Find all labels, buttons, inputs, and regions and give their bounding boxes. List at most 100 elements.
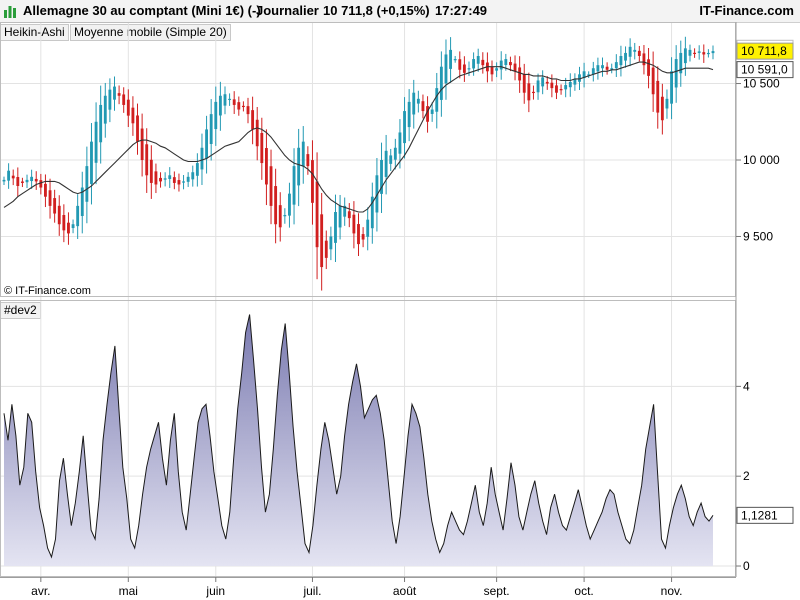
candle bbox=[688, 44, 692, 62]
candle bbox=[209, 99, 213, 161]
candle bbox=[513, 55, 517, 81]
candle-body bbox=[228, 98, 232, 101]
candle-body bbox=[357, 224, 360, 245]
candle-body bbox=[237, 102, 241, 110]
candle-body bbox=[80, 187, 84, 217]
last-price-label-text: 10 711,8 bbox=[741, 44, 787, 58]
candle bbox=[117, 85, 121, 105]
moving-average-line bbox=[3, 61, 714, 213]
candle bbox=[338, 194, 342, 240]
candle bbox=[518, 56, 522, 93]
candle-body bbox=[582, 71, 586, 79]
candle bbox=[545, 76, 549, 90]
candle bbox=[366, 207, 370, 251]
candle-body bbox=[149, 159, 153, 183]
candle-body bbox=[108, 89, 112, 110]
candle-body bbox=[53, 198, 57, 214]
candle bbox=[90, 123, 93, 205]
candle bbox=[131, 96, 135, 136]
candle-body bbox=[679, 52, 683, 74]
candle bbox=[311, 140, 314, 225]
candle-body bbox=[163, 178, 167, 180]
clock-time: 17:27:49 bbox=[435, 3, 488, 18]
candle-body bbox=[527, 83, 531, 101]
candle-body bbox=[186, 176, 190, 182]
candle-body bbox=[260, 133, 264, 164]
candle bbox=[172, 171, 176, 190]
candle bbox=[421, 94, 425, 119]
candle-body bbox=[7, 170, 11, 181]
chart-header: Allemagne 30 au comptant (Mini 1€) (-) J… bbox=[0, 0, 800, 23]
candle-body bbox=[361, 234, 365, 240]
candle-body bbox=[366, 219, 370, 237]
candle-body bbox=[398, 132, 402, 154]
candle-body bbox=[559, 89, 563, 91]
candle-body bbox=[251, 110, 255, 130]
candle-body bbox=[352, 214, 356, 234]
candle-body bbox=[246, 106, 250, 115]
candle-body bbox=[439, 66, 443, 100]
candle bbox=[237, 96, 241, 116]
candle bbox=[624, 46, 627, 68]
candle bbox=[264, 129, 268, 206]
candle bbox=[149, 145, 153, 199]
candle bbox=[186, 172, 190, 187]
candle-body bbox=[421, 101, 425, 112]
candle bbox=[568, 73, 572, 97]
candle bbox=[16, 167, 20, 197]
candle-body bbox=[573, 78, 577, 85]
legend-heikin-ashi: Heikin-Ashi bbox=[0, 24, 69, 41]
candle-body bbox=[458, 59, 462, 70]
candle-body bbox=[614, 62, 618, 69]
candle bbox=[697, 45, 701, 60]
candle bbox=[628, 38, 632, 67]
candle bbox=[30, 169, 34, 189]
candle bbox=[343, 197, 347, 226]
candle-body bbox=[324, 240, 328, 258]
candle-body bbox=[375, 175, 379, 213]
candle-body bbox=[334, 212, 337, 243]
candle bbox=[113, 76, 116, 111]
candle bbox=[7, 163, 11, 189]
candle-body bbox=[555, 85, 558, 93]
candle-body bbox=[706, 52, 710, 55]
candle-body bbox=[16, 177, 20, 186]
candle bbox=[214, 86, 218, 146]
candle-body bbox=[30, 176, 34, 182]
candle-body bbox=[48, 190, 52, 206]
candle bbox=[527, 72, 531, 113]
candle bbox=[163, 172, 167, 187]
candle-body bbox=[449, 49, 453, 69]
ma-value-label: 10 591,0 bbox=[736, 61, 794, 79]
candle bbox=[301, 126, 305, 184]
candle bbox=[251, 96, 255, 145]
dev2-area bbox=[3, 314, 714, 566]
candle bbox=[67, 212, 70, 245]
ma-value-label-text: 10 591,0 bbox=[741, 63, 788, 77]
candle-body bbox=[504, 59, 508, 66]
time-tick-label: juin bbox=[205, 584, 225, 598]
dev-tick-label: 4 bbox=[743, 379, 750, 393]
candle bbox=[320, 192, 324, 291]
candle bbox=[44, 174, 47, 208]
candle-body bbox=[168, 175, 172, 180]
candle-body bbox=[71, 224, 75, 229]
candle bbox=[283, 208, 287, 224]
price-tick-label: 10 000 bbox=[743, 153, 780, 167]
candle-body bbox=[218, 95, 222, 116]
time-tick-label: nov. bbox=[661, 584, 683, 598]
candle-body bbox=[320, 214, 324, 268]
candle bbox=[145, 128, 149, 193]
candle bbox=[679, 40, 683, 87]
candle-body bbox=[389, 155, 393, 164]
candle-body bbox=[223, 94, 227, 106]
candle bbox=[467, 61, 471, 77]
candle-body bbox=[670, 71, 673, 104]
candle-body bbox=[430, 109, 434, 114]
candle-body bbox=[154, 171, 158, 185]
candle bbox=[656, 66, 660, 129]
candle bbox=[481, 52, 485, 74]
candle bbox=[352, 201, 356, 249]
candle bbox=[416, 90, 420, 113]
